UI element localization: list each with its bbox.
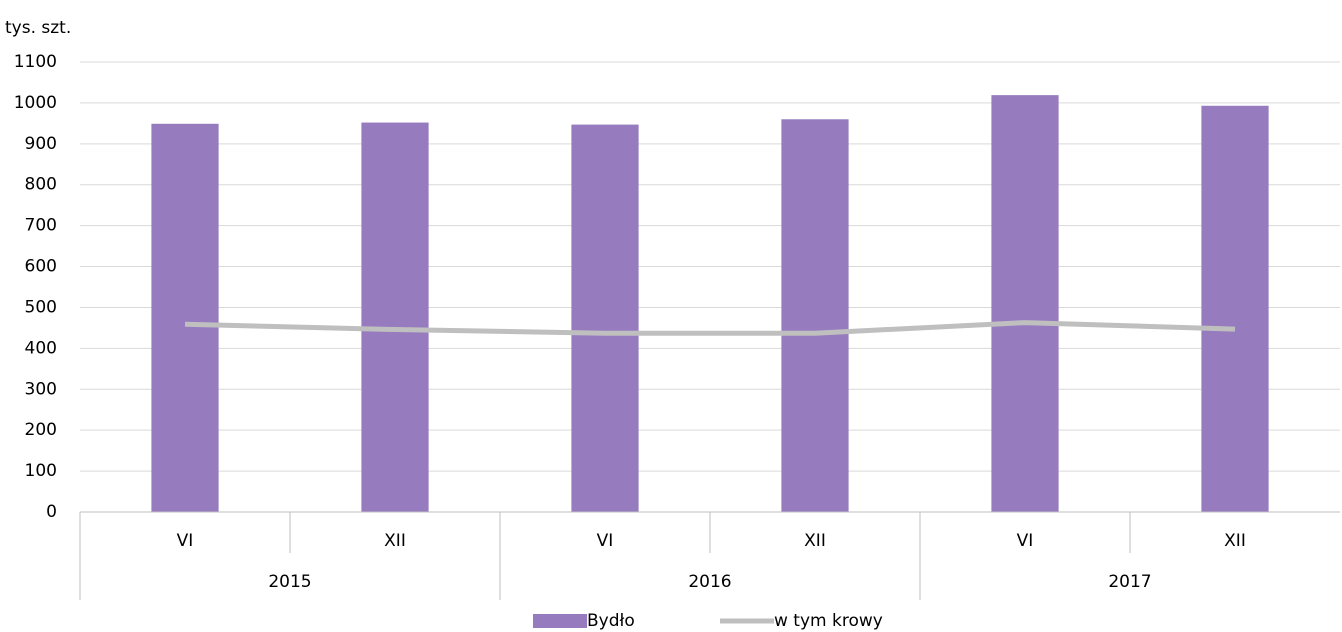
x-tick-label: XII <box>1224 531 1246 551</box>
bar <box>571 124 639 512</box>
y-tick-label: 800 <box>25 175 57 195</box>
y-tick-label: 1000 <box>14 93 57 113</box>
x-tick-label: VI <box>177 531 194 551</box>
line <box>184 320 1236 336</box>
x-tick-label: VI <box>1017 531 1034 551</box>
bar <box>361 122 429 512</box>
y-tick-label: 600 <box>25 257 57 277</box>
y-tick-label: 0 <box>46 502 57 522</box>
y-tick-label: 1100 <box>14 52 57 72</box>
group-label: 2017 <box>1108 572 1151 592</box>
x-tick-label: XII <box>804 531 826 551</box>
legend-label: w tym krowy <box>774 611 883 631</box>
y-tick-label: 100 <box>25 461 57 481</box>
y-tick-label: 700 <box>25 216 57 236</box>
group-label: 2015 <box>268 572 311 592</box>
legend-swatch <box>533 614 587 628</box>
x-tick-label: VI <box>597 531 614 551</box>
legend-label: Bydło <box>587 611 635 631</box>
y-tick-label: 400 <box>25 338 57 358</box>
bar <box>151 123 219 512</box>
bar <box>781 119 849 512</box>
y-tick-label: 300 <box>25 379 57 399</box>
y-tick-label: 500 <box>25 297 57 317</box>
bar <box>1201 105 1269 512</box>
bar <box>991 95 1059 513</box>
x-tick-label: XII <box>384 531 406 551</box>
y-axis-label: tys. szt. <box>5 18 71 38</box>
y-tick-label: 200 <box>25 420 57 440</box>
group-label: 2016 <box>688 572 731 592</box>
y-tick-label: 900 <box>25 134 57 154</box>
